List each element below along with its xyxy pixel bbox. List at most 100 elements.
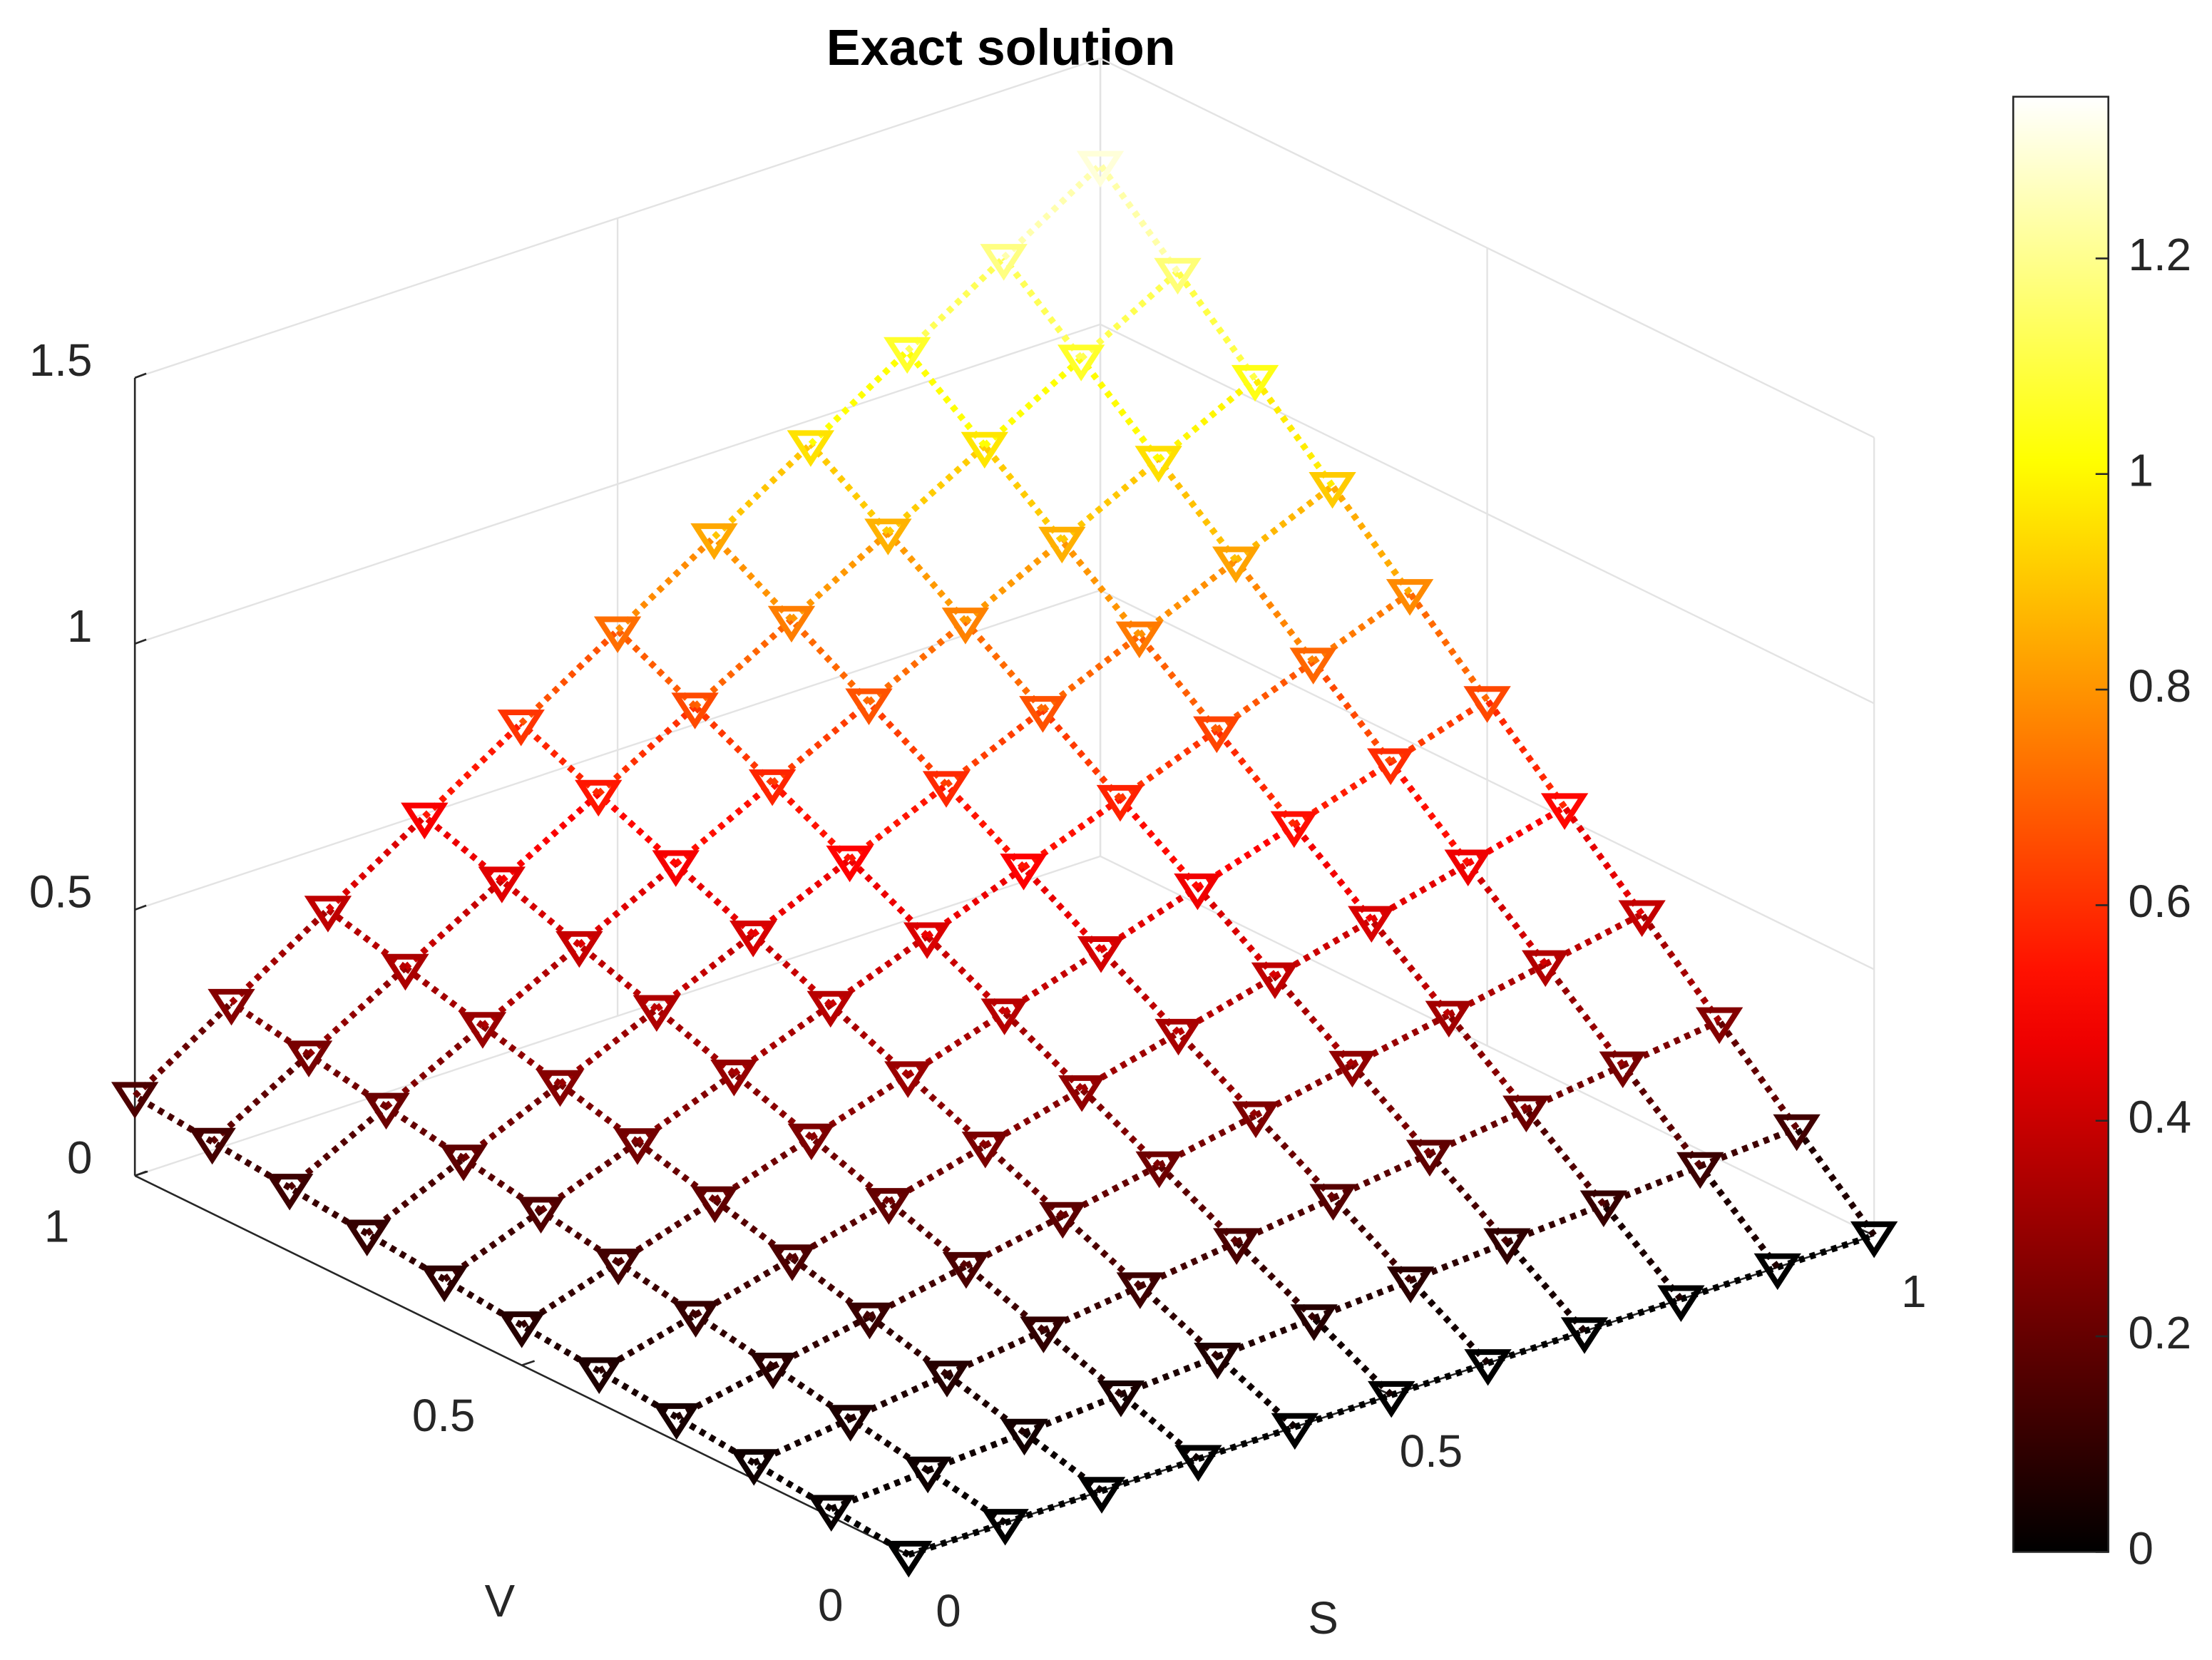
marker — [1097, 1380, 1145, 1418]
mesh-line — [906, 1010, 1007, 1078]
mesh-line — [1331, 1195, 1413, 1283]
mesh-line — [983, 1086, 1084, 1149]
mesh-line — [849, 1416, 930, 1474]
marker — [768, 1244, 816, 1281]
marker — [594, 1249, 642, 1286]
mesh-line — [1368, 918, 1452, 1017]
z-tick — [134, 372, 147, 379]
marker — [691, 1186, 739, 1224]
mesh-line — [287, 1104, 389, 1191]
x-tick-label: 0 — [936, 1585, 961, 1636]
mesh-line — [1156, 458, 1239, 563]
marker — [1096, 784, 1145, 822]
mesh-line — [539, 1208, 620, 1266]
marker — [1174, 873, 1222, 911]
mesh-line — [1040, 632, 1142, 713]
marker — [536, 1070, 584, 1107]
marker — [478, 866, 526, 903]
marker — [1367, 748, 1415, 786]
marker — [420, 1265, 468, 1303]
mesh-line — [1059, 538, 1142, 638]
mesh-line — [790, 1199, 891, 1261]
mesh-line — [655, 932, 755, 1012]
marker — [903, 922, 951, 959]
mesh-line — [461, 1156, 543, 1214]
marker — [1270, 811, 1319, 849]
mesh-line — [1311, 660, 1393, 764]
marker — [922, 771, 971, 808]
mesh-line — [673, 781, 774, 867]
mesh-line — [847, 782, 948, 862]
colorbar — [2012, 96, 2109, 1553]
mesh-line — [558, 1006, 659, 1087]
y-tick — [521, 1360, 536, 1366]
z-tick-label: 0.5 — [29, 866, 93, 918]
mesh-line — [771, 1363, 853, 1422]
colorbar-tick-label: 0 — [2129, 1522, 2154, 1574]
marker — [864, 518, 912, 555]
marker — [961, 1132, 1009, 1169]
mesh-line — [1003, 947, 1103, 1015]
marker — [845, 688, 893, 725]
x-axis-label: S — [1308, 1592, 1338, 1644]
marker — [1231, 364, 1279, 402]
mesh-line — [461, 1081, 563, 1162]
marker — [767, 605, 816, 643]
marker — [865, 1188, 913, 1225]
z-tick — [134, 638, 147, 645]
mesh-line — [229, 907, 331, 1005]
marker — [1753, 1253, 1801, 1291]
marker — [1232, 1101, 1280, 1139]
mesh-line — [1350, 1062, 1433, 1156]
marker — [1135, 1151, 1183, 1189]
marker — [980, 244, 1028, 281]
marker — [1464, 1349, 1512, 1386]
mesh-line — [887, 1142, 988, 1205]
marker — [1212, 1228, 1261, 1265]
marker — [826, 1405, 874, 1442]
mesh-line — [1176, 1030, 1259, 1118]
marker — [1290, 1304, 1338, 1341]
marker — [1405, 1139, 1454, 1177]
y-tick-label: 0 — [818, 1579, 843, 1631]
marker — [1328, 1050, 1376, 1088]
marker — [1483, 1228, 1531, 1265]
marker — [285, 1040, 333, 1077]
mesh-line — [1214, 728, 1297, 827]
y-tick — [134, 1170, 148, 1177]
marker — [1194, 1343, 1241, 1380]
marker — [1695, 1007, 1744, 1045]
mesh-line — [1156, 376, 1257, 463]
marker — [613, 1128, 662, 1165]
mesh-line — [615, 535, 717, 633]
marker — [1057, 344, 1105, 381]
mesh-line — [1214, 659, 1316, 733]
mesh-line — [1370, 861, 1470, 923]
mesh-line — [597, 1312, 697, 1374]
mesh-line — [364, 1156, 466, 1236]
marker — [1251, 962, 1299, 1000]
mesh-line — [307, 1052, 389, 1110]
marker — [362, 1092, 410, 1130]
marker — [111, 1082, 159, 1119]
mesh-line — [943, 782, 1026, 870]
colorbar-tick-label: 0.2 — [2129, 1307, 2192, 1358]
mesh-line — [1021, 865, 1104, 953]
mesh-line — [1195, 885, 1278, 979]
marker — [1116, 1272, 1164, 1309]
marker — [1599, 1051, 1647, 1089]
mesh-line — [1118, 727, 1219, 802]
mesh-line — [1177, 973, 1277, 1036]
mesh-line — [982, 444, 1065, 543]
mesh-line — [577, 861, 678, 948]
marker — [1154, 1018, 1202, 1056]
marker — [1271, 1413, 1319, 1450]
mesh-line — [1292, 759, 1393, 828]
mesh-line — [1234, 483, 1335, 563]
mesh-line — [712, 535, 794, 622]
mesh-line — [1021, 796, 1122, 871]
marker — [1077, 936, 1125, 973]
mesh-line — [520, 1259, 620, 1328]
mesh-line — [1253, 1113, 1336, 1201]
marker — [690, 523, 738, 560]
